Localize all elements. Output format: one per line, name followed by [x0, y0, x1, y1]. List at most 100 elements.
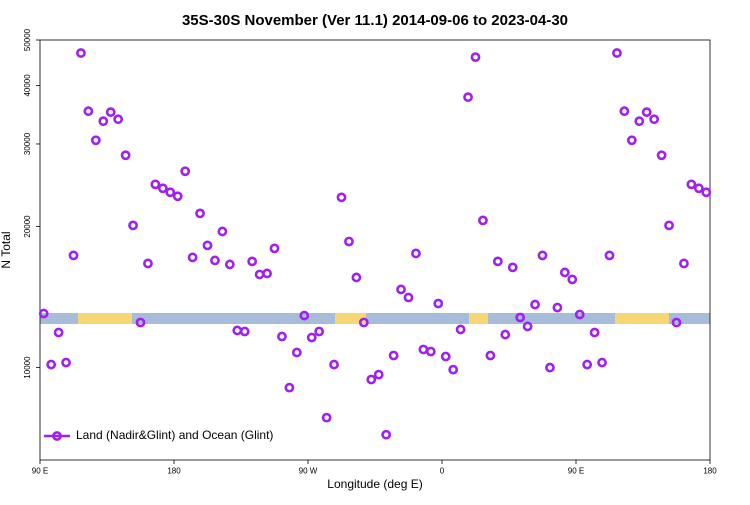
- data-point: [195, 208, 205, 219]
- data-point: [217, 226, 228, 237]
- y-tick-label: 30000: [23, 132, 32, 155]
- data-point: [396, 284, 406, 295]
- data-point: [336, 192, 347, 203]
- data-point: [157, 183, 168, 194]
- data-point: [701, 187, 712, 198]
- data-point: [351, 272, 362, 283]
- data-point: [589, 327, 600, 338]
- surface-band: [40, 313, 710, 324]
- data-point: [299, 310, 310, 321]
- data-point: [269, 243, 280, 254]
- data-point: [90, 135, 101, 146]
- data-point: [210, 255, 220, 266]
- data-point: [388, 350, 399, 361]
- data-point: [172, 191, 183, 202]
- data-point: [61, 357, 71, 368]
- data-point: [686, 179, 697, 190]
- land-patch: [615, 313, 669, 324]
- data-point: [314, 326, 325, 337]
- y-tick-label: 40000: [23, 74, 32, 97]
- data-point: [597, 357, 607, 368]
- data-point: [440, 351, 451, 362]
- data-point: [128, 220, 138, 231]
- data-point: [485, 350, 496, 361]
- data-point: [143, 258, 153, 269]
- legend-label: Land (Nadir&Glint) and Ocean (Glint): [76, 428, 273, 442]
- data-point: [150, 179, 161, 190]
- data-point: [358, 317, 369, 328]
- data-point: [113, 114, 124, 125]
- data-point: [232, 325, 243, 336]
- data-point: [68, 250, 79, 261]
- data-point: [693, 183, 704, 194]
- data-point: [38, 308, 49, 319]
- data-point: [366, 374, 377, 385]
- y-tick-label: 10000: [23, 356, 32, 379]
- data-point: [254, 269, 265, 280]
- data-point: [344, 236, 354, 247]
- y-tick-label: 50000: [23, 28, 32, 51]
- land-patch: [335, 313, 366, 324]
- data-point: [180, 166, 191, 177]
- data-point: [463, 92, 473, 103]
- data-point: [381, 429, 392, 440]
- x-tick-label: 0: [440, 467, 445, 476]
- data-point: [291, 347, 302, 358]
- data-point: [619, 106, 630, 117]
- plot-frame: [39, 39, 711, 461]
- data-point: [262, 268, 272, 279]
- y-axis-label: N Total: [0, 231, 13, 268]
- data-point: [671, 317, 682, 328]
- data-point: [187, 252, 198, 263]
- data-point: [306, 332, 317, 343]
- data-point: [515, 312, 526, 323]
- data-point: [239, 326, 250, 337]
- data-point: [500, 329, 511, 340]
- data-point: [537, 250, 548, 261]
- data-point: [626, 135, 637, 146]
- y-tick-label: 20000: [23, 215, 32, 238]
- x-tick-label: 90 W: [299, 467, 318, 476]
- data-point: [574, 309, 585, 320]
- data-point: [329, 359, 339, 370]
- data-point: [247, 256, 258, 267]
- data-point: [373, 369, 384, 380]
- x-tick-label: 180: [167, 467, 181, 476]
- data-point: [664, 220, 674, 231]
- data-point: [165, 187, 176, 198]
- data-point: [545, 362, 555, 373]
- data-point: [105, 107, 116, 118]
- data-point: [284, 382, 295, 393]
- data-point: [455, 324, 466, 335]
- data-point: [418, 344, 429, 355]
- data-point: [567, 274, 578, 285]
- data-point: [83, 106, 94, 117]
- data-point: [582, 359, 593, 370]
- data-point: [470, 52, 481, 63]
- chart-title: 35S-30S November (Ver 11.1) 2014-09-06 t…: [182, 12, 568, 29]
- ocean-band: [40, 313, 710, 324]
- data-point: [120, 150, 131, 161]
- data-point: [634, 116, 645, 127]
- data-point: [478, 215, 488, 226]
- data-point: [612, 48, 622, 58]
- legend-marker: [52, 431, 62, 441]
- data-point: [403, 292, 414, 303]
- data-point: [433, 298, 444, 309]
- data-point: [53, 327, 64, 338]
- data-point: [224, 259, 235, 270]
- data-point: [641, 107, 652, 118]
- land-patch: [78, 313, 132, 324]
- data-point: [135, 317, 146, 328]
- data-point: [202, 240, 213, 251]
- x-tick-label: 180: [703, 467, 717, 476]
- data-point: [448, 364, 459, 375]
- data-point: [492, 256, 503, 267]
- land-patch: [469, 313, 488, 324]
- x-tick-label: 90 E: [568, 467, 584, 476]
- x-axis-label: Longitude (deg E): [327, 477, 422, 491]
- data-point: [604, 250, 615, 261]
- data-point: [507, 262, 518, 273]
